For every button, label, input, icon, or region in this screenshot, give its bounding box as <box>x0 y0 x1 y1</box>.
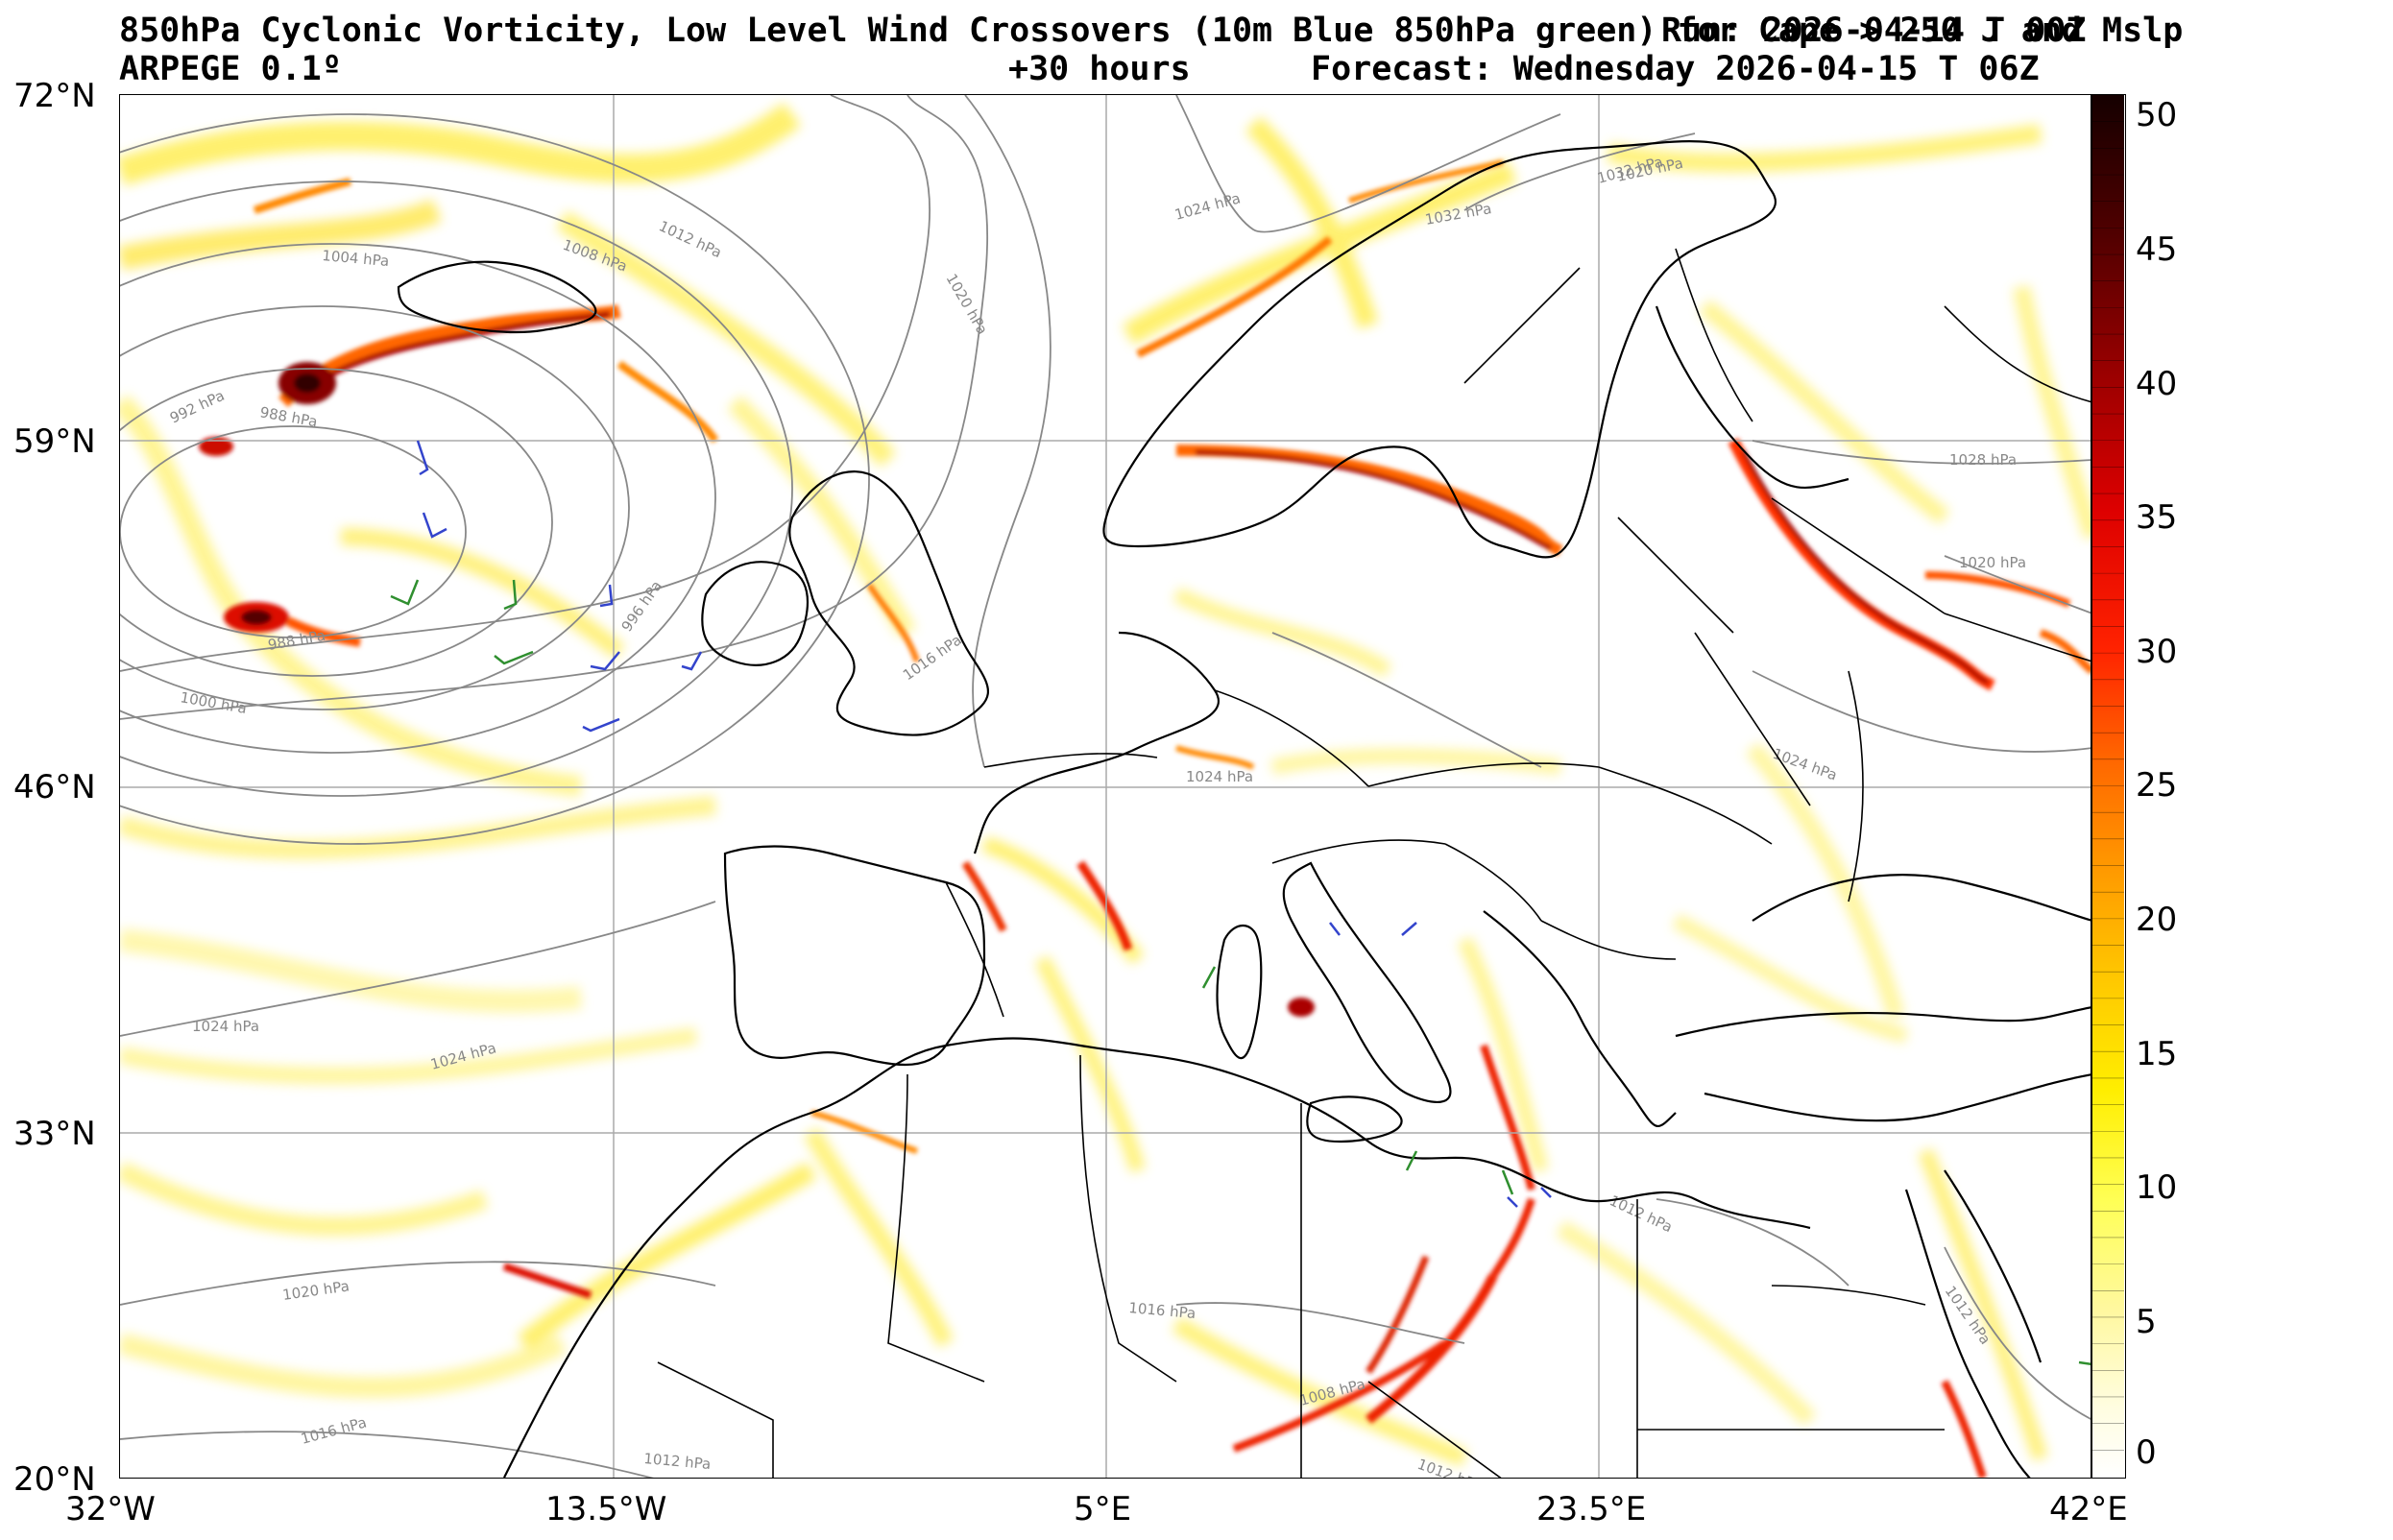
colorbar-tick: 0 <box>2136 1433 2157 1472</box>
lat-label: 33°N <box>13 1115 96 1153</box>
weather-map: 1012 hPa 1008 hPa 1004 hPa 1020 hPa 1024… <box>120 95 2091 1478</box>
colorbar-gradient <box>2092 95 2124 1477</box>
lat-label: 20°N <box>13 1460 96 1499</box>
vorticity-field-weak <box>120 102 2091 1467</box>
isobar-label: 1028 hPa <box>1949 451 2017 469</box>
model-label: ARPEGE 0.1º <box>119 50 342 88</box>
country-borders <box>657 248 2091 1478</box>
colorbar-tick: 20 <box>2136 901 2178 939</box>
colorbar-tick: 50 <box>2136 96 2178 134</box>
chart-title: 850hPa Cyclonic Vorticity, Low Level Win… <box>119 12 2184 50</box>
lead-time-label: +30 hours <box>1008 50 1191 88</box>
lat-label: 72°N <box>13 77 96 115</box>
colorbar <box>2091 94 2126 1479</box>
forecast-time-label: Forecast: Wednesday 2026-04-15 T 06Z <box>1311 50 2040 88</box>
colorbar-tick: 25 <box>2136 766 2178 805</box>
vorticity-field-strong <box>199 159 2091 1478</box>
isobar-label: 1024 hPa <box>1186 768 1253 785</box>
lat-label: 59°N <box>13 422 96 461</box>
colorbar-tick: 35 <box>2136 498 2178 537</box>
map-panel: 1012 hPa 1008 hPa 1004 hPa 1020 hPa 1024… <box>119 94 2091 1479</box>
lon-label: 23.5°E <box>1536 1490 1647 1528</box>
wind-barbs <box>390 440 2091 1365</box>
colorbar-tick: 15 <box>2136 1035 2178 1073</box>
lon-label: 5°E <box>1074 1490 1132 1528</box>
colorbar-tick: 45 <box>2136 230 2178 269</box>
isobar-label: 1024 hPa <box>192 1018 259 1035</box>
colorbar-tick: 30 <box>2136 633 2178 671</box>
run-time-label: Run: 2026-04-14 T 00Z <box>1661 12 2087 50</box>
lon-label: 13.5°W <box>545 1490 667 1528</box>
colorbar-tick: 10 <box>2136 1168 2178 1207</box>
lon-label: 32°W <box>65 1490 156 1528</box>
colorbar-tick: 5 <box>2136 1303 2157 1341</box>
colorbar-tick: 40 <box>2136 365 2178 403</box>
lat-label: 46°N <box>13 768 96 806</box>
isobars <box>120 95 2091 1478</box>
lon-label: 42°E <box>2049 1490 2128 1528</box>
coastlines <box>397 139 2091 1478</box>
isobar-label: 1020 hPa <box>1959 554 2026 571</box>
